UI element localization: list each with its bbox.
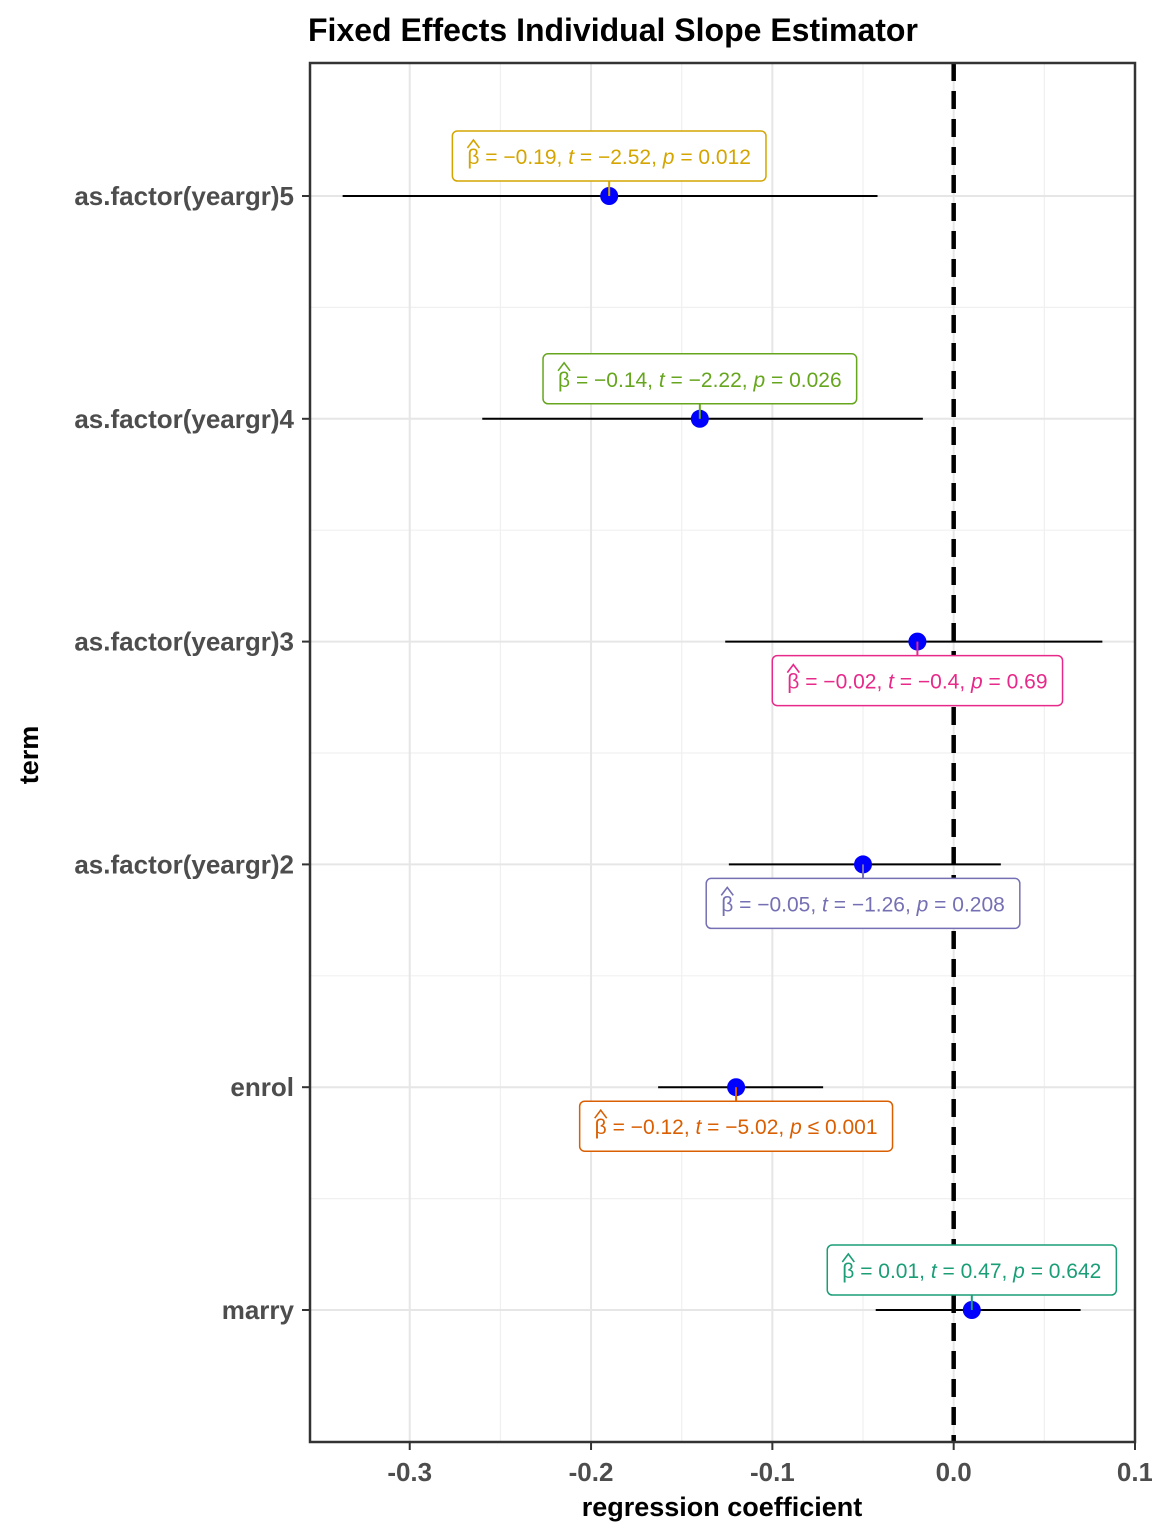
y-tick-label: as.factor(yeargr)2 <box>74 849 294 879</box>
label-part: β <box>467 146 479 169</box>
label-text: β = −0.02, t = −0.4, p = 0.69 <box>787 671 1047 694</box>
label-part: = 0.69 <box>983 671 1048 694</box>
label-box <box>705 877 1021 930</box>
estimate-label: β = −0.05, t = −1.26, p = 0.208 <box>705 877 1021 930</box>
label-part: t <box>822 893 829 916</box>
label-part: = −0.05, <box>733 893 822 916</box>
label-part: p <box>1012 1260 1025 1283</box>
beta-hat-icon <box>786 663 800 674</box>
label-part: = −5.02, <box>701 1116 790 1139</box>
label-part: = −0.02, <box>799 671 888 694</box>
label-box <box>771 654 1064 707</box>
x-tick-label: -0.3 <box>387 1457 432 1487</box>
label-part: ≤ 0.001 <box>802 1116 878 1139</box>
label-text: β = −0.14, t = −2.22, p = 0.026 <box>558 369 842 392</box>
label-part: = 0.026 <box>765 369 841 392</box>
beta-hat-icon <box>557 361 571 372</box>
estimate-label: β = 0.01, t = 0.47, p = 0.642 <box>826 1244 1118 1296</box>
y-tick-label: as.factor(yeargr)5 <box>74 181 294 211</box>
beta-hat-icon <box>594 1108 608 1119</box>
label-part: = −2.52, <box>574 146 663 169</box>
label-part: = −0.12, <box>607 1116 696 1139</box>
label-part: β <box>558 369 570 392</box>
y-axis-title: term <box>14 726 44 785</box>
beta-hat-icon <box>720 886 734 896</box>
label-part: = 0.012 <box>674 146 750 169</box>
beta-hat-icon <box>841 1252 855 1263</box>
label-text: β = 0.01, t = 0.47, p = 0.642 <box>842 1260 1101 1283</box>
label-box <box>542 353 858 405</box>
label-part: = −1.26, <box>828 893 917 916</box>
label-box <box>451 130 767 182</box>
y-axis: as.factor(yeargr)5 as.factor(yeargr)4 as.f… <box>74 181 309 1325</box>
label-part: t <box>888 671 895 694</box>
label-part: β <box>787 671 799 694</box>
estimate-label: β = −0.14, t = −2.22, p = 0.026 <box>542 353 858 405</box>
label-part: = 0.208 <box>928 893 1004 916</box>
label-part: = −0.4, <box>894 671 971 694</box>
label-text: β = −0.19, t = −2.52, p = 0.012 <box>467 146 751 169</box>
label-box <box>578 1100 894 1152</box>
label-text: β = −0.05, t = −1.26, p = 0.208 <box>721 893 1005 916</box>
x-tick-label: -0.2 <box>569 1457 614 1487</box>
y-tick-label: marry <box>222 1295 295 1325</box>
label-part: t <box>931 1260 938 1283</box>
label-box <box>826 1244 1118 1296</box>
beta-hat-icon <box>466 138 481 149</box>
label-part: β <box>595 1116 607 1139</box>
label-part: = 0.01, <box>854 1260 930 1283</box>
label-part: = −0.19, <box>479 146 568 169</box>
estimate-label: β = −0.02, t = −0.4, p = 0.69 <box>771 654 1064 707</box>
x-axis: -0.3 -0.2 -0.1 0.0 0.1 <box>387 1443 1152 1487</box>
label-part: p <box>789 1116 802 1139</box>
x-tick-label: 0.1 <box>1117 1457 1152 1487</box>
label-part: p <box>916 893 929 916</box>
x-axis-title: regression coefficient <box>582 1492 863 1522</box>
y-tick-label: as.factor(yeargr)3 <box>74 627 294 657</box>
label-part: β <box>842 1260 854 1283</box>
y-tick-label: as.factor(yeargr)4 <box>74 404 294 434</box>
y-tick-label: enrol <box>230 1072 294 1102</box>
label-part: t <box>696 1116 703 1139</box>
label-part: = −2.22, <box>665 369 754 392</box>
estimate-label: β = −0.12, t = −5.02, p ≤ 0.001 <box>578 1100 894 1152</box>
label-part: = 0.47, <box>937 1260 1013 1283</box>
label-text: β = −0.12, t = −5.02, p ≤ 0.001 <box>595 1116 878 1139</box>
plot-panel-border <box>308 61 1137 1444</box>
label-part: p <box>970 671 983 694</box>
estimate-label: β = −0.19, t = −2.52, p = 0.012 <box>451 130 767 182</box>
label-part: p <box>662 146 675 169</box>
x-tick-label: 0.0 <box>936 1457 972 1487</box>
label-part: p <box>752 369 765 392</box>
label-part: t <box>568 146 575 169</box>
label-part: t <box>659 369 666 392</box>
x-tick-label: -0.1 <box>750 1457 795 1487</box>
minor-gridlines <box>310 63 1135 1442</box>
chart-title: Fixed Effects Individual Slope Estimator <box>308 12 918 48</box>
label-part: = 0.642 <box>1025 1260 1101 1283</box>
label-part: β <box>721 893 733 916</box>
label-part: = −0.14, <box>570 369 659 392</box>
